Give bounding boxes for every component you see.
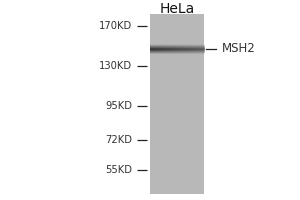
Text: 55KD: 55KD xyxy=(105,165,132,175)
Text: 130KD: 130KD xyxy=(99,61,132,71)
Text: 170KD: 170KD xyxy=(99,21,132,31)
Text: MSH2: MSH2 xyxy=(222,42,256,55)
Text: HeLa: HeLa xyxy=(159,2,195,16)
Text: 72KD: 72KD xyxy=(105,135,132,145)
Bar xyxy=(150,14,204,194)
Text: 95KD: 95KD xyxy=(105,101,132,111)
